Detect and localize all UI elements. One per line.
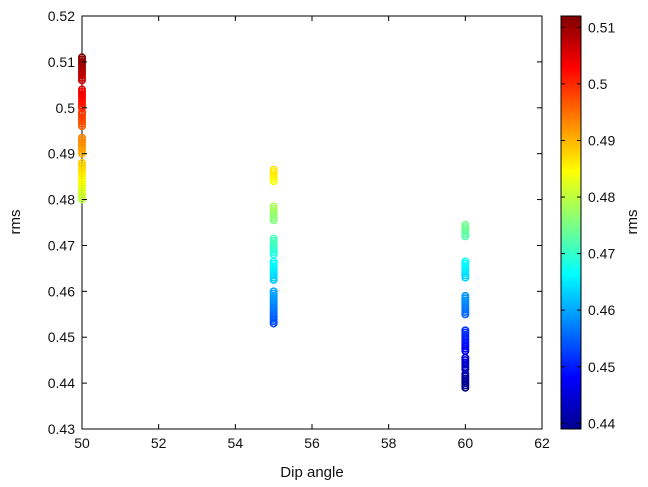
markers-layer bbox=[78, 53, 470, 392]
colorbar-tick-label: 0.5 bbox=[588, 76, 608, 92]
y-tick-label: 0.43 bbox=[48, 421, 75, 437]
data-point bbox=[269, 287, 278, 296]
colorbar-tick-label: 0.46 bbox=[588, 302, 615, 318]
y-tick-label: 0.45 bbox=[48, 329, 75, 345]
x-axis-label: Dip angle bbox=[280, 464, 343, 481]
x-tick-label: 56 bbox=[304, 435, 320, 451]
plot-area: 50 52 54 56 58 60 62 0.430.440.450.460.470.480… bbox=[48, 8, 550, 451]
x-tick-label: 52 bbox=[151, 435, 167, 451]
y-axis: 0.43 0.44 0.45 0.46 0.47 0.48 0.49 0.5 0.51 0.52 bbox=[48, 8, 542, 437]
data-point bbox=[78, 53, 87, 62]
y-tick-label: 0.5 bbox=[56, 100, 76, 116]
data-point bbox=[461, 257, 470, 266]
data-point bbox=[269, 234, 278, 243]
y-tick-label: 0.44 bbox=[48, 375, 75, 391]
data-point bbox=[269, 202, 278, 211]
colorbar-tick-label: 0.51 bbox=[588, 19, 615, 35]
y-tick-label: 0.46 bbox=[48, 283, 75, 299]
x-axis: 50 52 54 56 58 60 62 bbox=[74, 16, 550, 451]
colorbar-tick-label: 0.44 bbox=[588, 415, 615, 431]
axes-frame bbox=[81, 15, 543, 430]
x-tick-label: 54 bbox=[228, 435, 244, 451]
x-tick-label: 50 bbox=[74, 435, 90, 451]
data-point bbox=[461, 291, 470, 300]
y-tick-label: 0.51 bbox=[48, 54, 75, 70]
data-point bbox=[78, 133, 87, 142]
data-point bbox=[78, 158, 87, 167]
y-tick-label: 0.49 bbox=[48, 146, 75, 162]
data-point bbox=[461, 326, 470, 335]
colorbar-gradient bbox=[560, 15, 582, 430]
y-axis-label: rms bbox=[7, 210, 24, 235]
colorbar-tick-label: 0.45 bbox=[588, 359, 615, 375]
colorbar-tick-label: 0.47 bbox=[588, 246, 615, 262]
y-tick-label: 0.52 bbox=[48, 8, 75, 24]
y-tick-label: 0.47 bbox=[48, 237, 75, 253]
colorbar-tick-label: 0.48 bbox=[588, 189, 615, 205]
x-tick-label: 60 bbox=[458, 435, 474, 451]
colorbar-ticks: 0.44 0.45 0.46 0.47 0.48 0.49 0.5 0.51 bbox=[561, 19, 615, 431]
data-point bbox=[269, 165, 278, 174]
y-tick-label: 0.48 bbox=[48, 192, 75, 208]
x-tick-label: 62 bbox=[534, 435, 550, 451]
colorbar: 0.44 0.45 0.46 0.47 0.48 0.49 0.5 0.51 rms bbox=[560, 15, 641, 431]
x-tick-label: 58 bbox=[381, 435, 397, 451]
data-point bbox=[78, 85, 87, 94]
colorbar-tick-label: 0.49 bbox=[588, 132, 615, 148]
data-point bbox=[461, 220, 470, 229]
colorbar-label: rms bbox=[624, 210, 641, 235]
